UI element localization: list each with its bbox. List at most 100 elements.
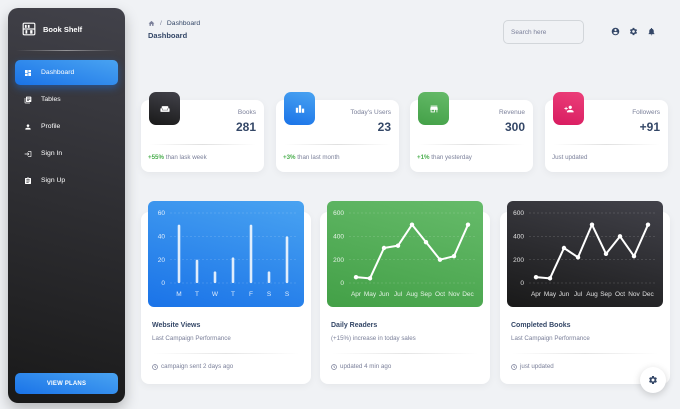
- sidebar-item-dashboard[interactable]: Dashboard: [15, 60, 118, 85]
- sidebar-divider: [16, 50, 117, 51]
- breadcrumb: / Dashboard: [148, 20, 656, 27]
- x-tick-label: W: [212, 291, 219, 298]
- chart-card-daily-readers: 0 200 400 600 Apr May Jun Jul Aug Sep Oct Nov Dec Da…: [320, 201, 490, 384]
- brand[interactable]: Book Shelf: [8, 8, 125, 50]
- chart-footer-text: campaign sent 2 days ago: [161, 363, 234, 370]
- stat-divider: [418, 144, 525, 145]
- configurator-button[interactable]: [640, 367, 666, 393]
- notifications-icon[interactable]: [647, 27, 656, 36]
- x-tick-label: Jun: [379, 291, 390, 298]
- data-point: [589, 222, 595, 227]
- home-icon[interactable]: [148, 20, 155, 27]
- chart-divider: [152, 353, 300, 354]
- y-tick-label: 0: [520, 280, 524, 287]
- data-point: [437, 257, 443, 262]
- y-tick-label: 0: [340, 280, 344, 287]
- stat-delta: +1%: [417, 154, 430, 161]
- sidebar-item-sign-in[interactable]: Sign In: [15, 141, 118, 166]
- bar: [267, 271, 271, 283]
- chart-card-website-views: 0 20 40 60 M T W T F S S Website Views Last Campai…: [141, 201, 311, 384]
- stat-note: than yesterday: [431, 154, 472, 161]
- stat-value: 300: [504, 120, 525, 134]
- stat-card-followers: Followers +91 Just updated: [545, 92, 668, 172]
- x-tick-label: Jul: [574, 291, 583, 298]
- clipboard-icon: [25, 176, 31, 184]
- stat-divider: [553, 144, 660, 145]
- x-tick-label: Dec: [462, 291, 474, 298]
- data-point: [631, 253, 637, 259]
- chart-title: Completed Books: [511, 322, 571, 329]
- stat-note: than lask week: [165, 154, 207, 161]
- bar: [285, 236, 289, 283]
- stat-footer: Just updated: [552, 154, 587, 161]
- data-point: [395, 243, 401, 248]
- table-icon: [24, 96, 32, 103]
- stat-value: 281: [235, 120, 256, 134]
- x-tick-label: Dec: [642, 291, 654, 298]
- chart-divider: [331, 353, 479, 354]
- x-tick-label: Sep: [600, 291, 612, 298]
- person-icon: [25, 123, 31, 130]
- stat-divider: [284, 144, 391, 145]
- data-point: [353, 274, 359, 280]
- stat-label: Followers: [632, 109, 660, 116]
- stat-value: 23: [377, 120, 391, 134]
- data-point: [367, 276, 373, 281]
- daily-readers-line-chart: 0 200 400 600 Apr May Jun Jul Aug Sep Oct Nov Dec: [333, 210, 475, 298]
- bar: [195, 259, 199, 283]
- x-tick-label: T: [195, 291, 199, 298]
- leaderboard-icon: [295, 104, 304, 113]
- stat-value: +91: [639, 120, 660, 134]
- bar: [231, 257, 235, 283]
- stat-footer: +1% than yesterday: [417, 154, 472, 161]
- x-tick-label: T: [231, 291, 235, 298]
- chart-footer-text: updated 4 min ago: [340, 363, 392, 370]
- x-tick-label: Oct: [435, 291, 445, 298]
- y-tick-label: 200: [513, 257, 524, 264]
- chart-panel: 0 200 400 600 Apr May Jun Jul Aug Sep Oct Nov Dec: [327, 201, 483, 307]
- stat-icon-box: [149, 92, 180, 125]
- data-point: [533, 274, 539, 280]
- sidebar-item-sign-up[interactable]: Sign Up: [15, 168, 118, 193]
- chart-panel: 0 20 40 60 M T W T F S S: [148, 201, 304, 307]
- stat-delta: +3%: [283, 154, 296, 161]
- view-plans-button[interactable]: VIEW PLANS: [15, 373, 118, 394]
- clock-icon: [331, 363, 337, 370]
- chart-footer: updated 4 min ago: [331, 363, 391, 370]
- sidebar: Book Shelf Dashboard Tables Profile Sign…: [8, 8, 125, 403]
- data-point: [575, 255, 581, 260]
- data-point: [603, 251, 609, 257]
- stat-footer: +55% than lask week: [148, 154, 207, 161]
- x-tick-label: S: [267, 291, 272, 298]
- top-navbar: / Dashboard Dashboard Search here: [148, 20, 656, 48]
- stat-divider: [149, 144, 256, 145]
- x-tick-label: F: [249, 291, 253, 298]
- data-point: [451, 253, 457, 259]
- sidebar-item-profile[interactable]: Profile: [15, 114, 118, 139]
- clock-icon: [511, 363, 517, 370]
- chart-card-completed-books: 0 200 400 600 Apr May Jun Jul Aug Sep Oct Nov Dec Co…: [500, 201, 670, 384]
- series-line: [355, 223, 469, 280]
- x-tick-label: S: [285, 291, 290, 298]
- sidebar-nav: Dashboard Tables Profile Sign In Sign Up: [8, 51, 125, 193]
- x-tick-label: Jun: [559, 291, 570, 298]
- settings-icon[interactable]: [629, 27, 638, 36]
- sidebar-item-label: Sign Up: [41, 177, 66, 184]
- search-input[interactable]: Search here: [503, 20, 584, 44]
- chart-subtitle: Last Campaign Performance: [152, 335, 231, 342]
- y-tick-label: 40: [158, 234, 166, 241]
- stat-delta: +55%: [148, 154, 164, 161]
- y-tick-label: 600: [513, 210, 524, 217]
- x-tick-label: Apr: [531, 291, 542, 298]
- account-icon[interactable]: [611, 27, 620, 36]
- sidebar-item-label: Dashboard: [41, 69, 75, 76]
- brand-name: Book Shelf: [43, 24, 83, 34]
- stat-card-books: Books 281 +55% than lask week: [141, 92, 264, 172]
- stat-label: Books: [237, 109, 256, 116]
- settings-icon: [649, 376, 657, 384]
- sidebar-item-tables[interactable]: Tables: [15, 87, 118, 112]
- y-tick-label: 400: [333, 234, 344, 241]
- breadcrumb-separator: /: [160, 20, 162, 27]
- data-point: [547, 276, 553, 281]
- y-tick-label: 600: [333, 210, 344, 217]
